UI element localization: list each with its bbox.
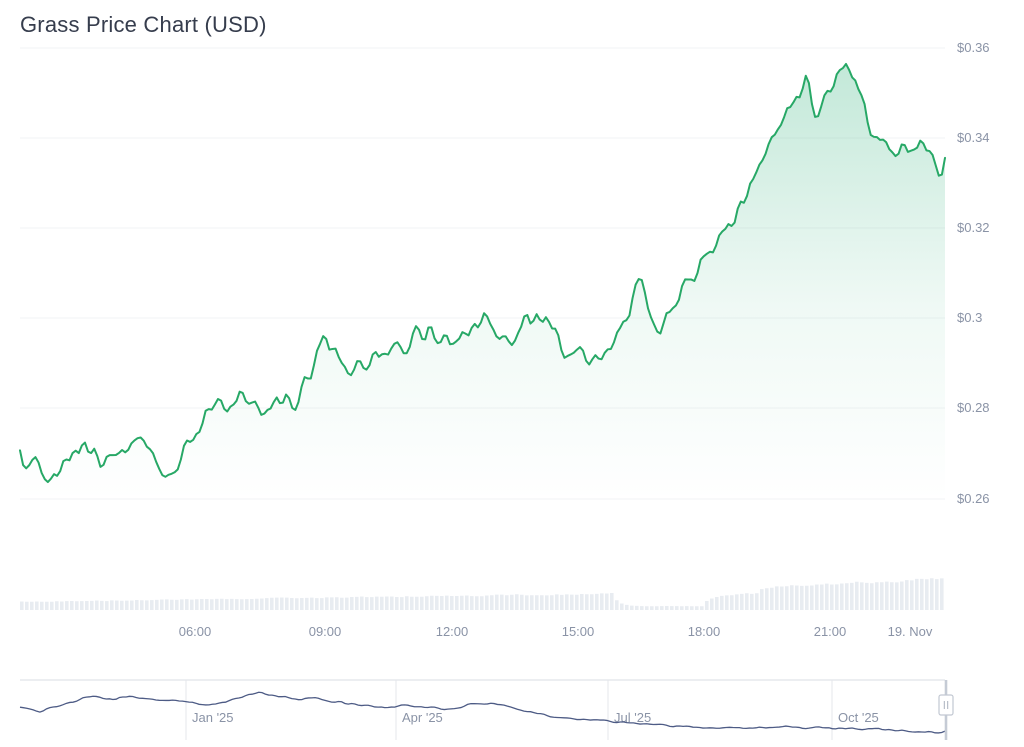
svg-text:Jan '25: Jan '25 bbox=[192, 710, 234, 725]
svg-text:Apr '25: Apr '25 bbox=[402, 710, 443, 725]
svg-text:Oct '25: Oct '25 bbox=[838, 710, 879, 725]
